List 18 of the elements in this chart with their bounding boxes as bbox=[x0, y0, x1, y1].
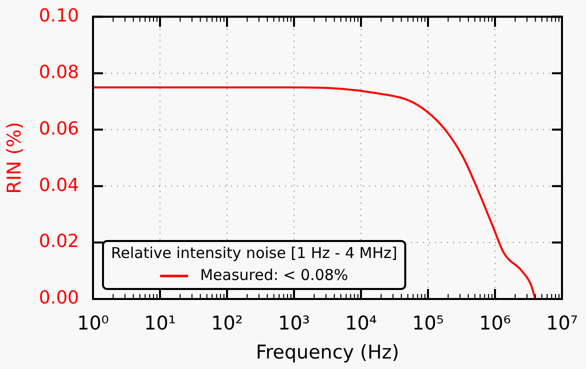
y-tick-label: 0.08 bbox=[38, 62, 79, 83]
y-axis-title: RIN (%) bbox=[3, 122, 26, 194]
y-tick-label: 0.10 bbox=[38, 5, 79, 26]
legend-label: Measured: < 0.08% bbox=[200, 266, 348, 284]
x-tick-label: 10⁵ bbox=[412, 312, 444, 334]
y-tick-label: 0.04 bbox=[38, 174, 79, 196]
x-tick-label: 10⁶ bbox=[479, 312, 511, 334]
y-tick-label: 0.06 bbox=[38, 118, 79, 140]
x-tick-label: 10¹ bbox=[144, 312, 176, 334]
x-tick-label: 10³ bbox=[278, 312, 310, 334]
x-tick-label: 10⁴ bbox=[345, 312, 378, 334]
y-tick-label: 0.02 bbox=[38, 231, 79, 252]
y-tick-label: 0.00 bbox=[38, 288, 79, 309]
x-tick-label: 10⁰ bbox=[77, 312, 109, 334]
x-tick-label: 10⁷ bbox=[546, 312, 578, 334]
legend-title: Relative intensity noise [1 Hz - 4 MHz] bbox=[111, 244, 398, 262]
x-tick-label: 10² bbox=[211, 312, 243, 334]
x-axis-title: Frequency (Hz) bbox=[256, 342, 400, 364]
